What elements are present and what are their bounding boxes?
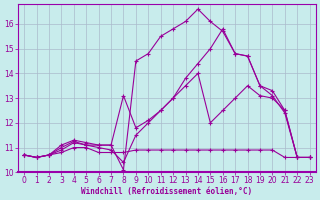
X-axis label: Windchill (Refroidissement éolien,°C): Windchill (Refroidissement éolien,°C)	[81, 187, 252, 196]
